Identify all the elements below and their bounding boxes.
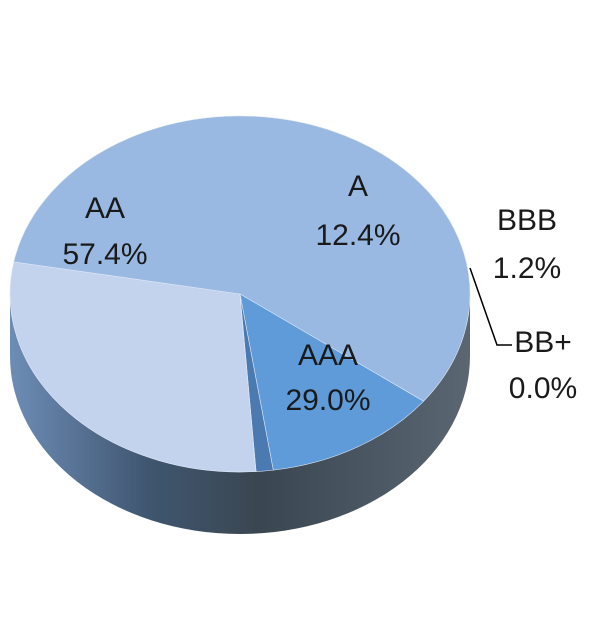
pie-slices [9, 115, 471, 473]
slice-label-a-name: A [348, 170, 368, 203]
slice-label-aa-value: 57.4% [62, 238, 147, 271]
pie-slice-bb-plus [239, 293, 257, 472]
slice-label-a-value: 12.4% [315, 219, 400, 252]
slice-label-bbb-value: 1.2% [493, 252, 561, 285]
pie-slice-aaa [9, 261, 257, 473]
pie-slice-aa [13, 115, 471, 402]
slice-label-aaa-name: AAA [298, 339, 358, 372]
leader-line-bb-plus [469, 267, 512, 346]
slice-label-aa-name: AA [85, 192, 125, 225]
slice-label-bb-plus-value: 0.0% [509, 372, 577, 405]
pie-slice-bbb [239, 293, 274, 472]
slice-labels: AAA 29.0% AA 57.4% A 12.4% BBB 1.2% BB+ … [62, 170, 577, 417]
pie-side-walls [10, 294, 470, 534]
slice-label-aaa-value: 29.0% [285, 384, 370, 417]
slice-label-bb-plus-name: BB+ [514, 326, 572, 359]
leader-lines [469, 267, 512, 346]
pie-side-wall [10, 294, 470, 534]
slice-label-bbb-name: BBB [497, 204, 557, 237]
pie-slice-a [239, 293, 425, 471]
